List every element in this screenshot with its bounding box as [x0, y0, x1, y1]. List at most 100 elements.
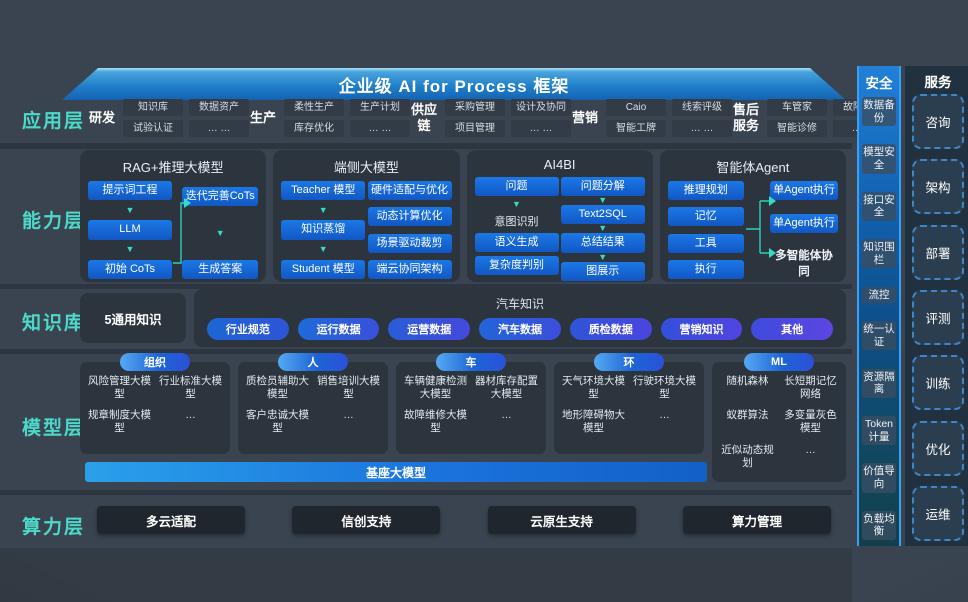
flow-box: 端云协同架构 — [367, 259, 452, 279]
model-group-ml: ML 随机森林 长短期记忆网络 蚁群算法 多变量灰色模型 近似动态规划 … — [712, 353, 846, 482]
model-group-pill: 车 — [436, 353, 506, 371]
flow-box: Student 模型 — [281, 259, 366, 279]
compute-item: 信创支持 — [292, 506, 441, 534]
app-chip: 采购管理 — [445, 99, 505, 116]
flow-box: 单Agent执行 — [770, 214, 838, 234]
app-group-label: 生产 — [249, 110, 276, 126]
framework-title-banner: 企业级 AI for Process 框架 — [62, 68, 846, 100]
service-item: 架构 — [912, 159, 964, 215]
model-item: 质检员辅助大模型 — [246, 375, 309, 401]
arrow-down-icon: ▼ — [598, 223, 608, 234]
service-item: 咨询 — [912, 94, 964, 149]
flow-box: 动态计算优化 — [367, 207, 452, 227]
ai4bi-pipeline: 问题分解 ▼ Text2SQL ▼ 总结结果 ▼ 图展示 — [560, 177, 645, 281]
app-chip: 柔性生产 — [284, 99, 344, 116]
knowledge-pill: 运营数据 — [388, 318, 471, 340]
arrow-down-icon: ▼ — [318, 244, 328, 255]
model-item: 行驶环境大模型 — [633, 375, 696, 401]
model-item: 蚁群算法 — [726, 409, 769, 422]
security-item: Token计量 — [862, 416, 896, 446]
app-chip: … … — [350, 120, 410, 137]
app-group-label: 营销 — [571, 110, 598, 126]
flow-box: 工具 — [667, 233, 744, 253]
model-group-pill: ML — [744, 353, 814, 371]
model-item: 天气环境大模型 — [562, 375, 625, 401]
flow-box: 问题分解 — [560, 177, 645, 197]
panel-rag: RAG+推理大模型 提示词工程 ▼ LLM ▼ 初始 CoTs 迭代完善CoTs… — [80, 150, 267, 282]
rag-flow-left: 提示词工程 ▼ LLM ▼ 初始 CoTs — [88, 181, 172, 279]
band-divider — [0, 284, 852, 289]
app-group-items: 柔性生产 生产计划 库存优化 … … — [284, 99, 410, 137]
model-group-vehicle: 车 车辆健康检测大模型 器材库存配置大模型 故障维修大模型 … — [396, 353, 546, 454]
service-item: 运维 — [912, 485, 964, 541]
arrow-down-icon: ▼ — [512, 199, 521, 210]
app-group-marketing: 营销 Caio 线索评级 智能工牌 … … — [571, 99, 732, 137]
app-group-supply-chain: 供应链 采购管理 设计及协同 项目管理 … … — [410, 99, 571, 137]
band-divider — [0, 490, 852, 495]
app-group-label: 售后服务 — [732, 102, 759, 133]
model-item: 长短期记忆网络 — [784, 375, 837, 401]
flow-box: 记忆 — [667, 207, 744, 227]
panel-edge-model: 端侧大模型 Teacher 模型 ▼ 知识蒸馏 ▼ Student 模型 硬件适… — [273, 150, 460, 282]
edge-feature-list: 硬件适配与优化 动态计算优化 场景驱动裁剪 端云协同架构 — [367, 181, 452, 279]
app-group-rd: 研发 知识库 数据资产 试验认证 … … — [88, 99, 249, 137]
app-chip: Caio — [606, 99, 666, 116]
knowledge-pill: 行业规范 — [207, 318, 289, 340]
model-item: 随机森林 — [726, 375, 769, 387]
security-item: 模型安全 — [862, 144, 896, 174]
panel-title: 智能体Agent — [716, 160, 790, 175]
panel-ai4bi: AI4BI 问题 ▼ 意图识别 语义生成 复杂度判别 问题分解 ▼ Text2S… — [466, 150, 653, 282]
model-item: … — [659, 409, 670, 422]
base-model-bar: 基座大模型 — [85, 462, 707, 482]
app-chip: 试验认证 — [123, 120, 183, 137]
edge-distill-flow: Teacher 模型 ▼ 知识蒸馏 ▼ Student 模型 — [281, 181, 366, 279]
compute-item: 多云适配 — [97, 506, 245, 534]
automotive-knowledge-panel: 汽车知识 行业规范 运行数据 运营数据 汽车数据 质检数据 营销知识 其他 — [194, 289, 846, 347]
model-group-organization: 组织 风险管理大模型 行业标准大模型 规章制度大模型 … — [80, 353, 230, 454]
knowledge-pill: 其他 — [751, 318, 834, 340]
agent-modules: 推理规划 记忆 工具 执行 — [667, 181, 744, 279]
security-item: 统一认证 — [862, 321, 896, 351]
security-item: 负载均衡 — [862, 510, 896, 540]
flow-box: 总结结果 — [560, 233, 645, 253]
application-layer: 研发 知识库 数据资产 试验认证 … … 生产 柔性生产 生产计划 库存优化 …… — [88, 94, 893, 142]
model-item: 规章制度大模型 — [88, 409, 151, 435]
flow-box: 推理规划 — [667, 181, 744, 201]
app-chip: 智能诊修 — [767, 120, 827, 137]
panel-title: AI4BI — [543, 157, 576, 172]
model-item: 风险管理大模型 — [88, 375, 151, 401]
agent-exec: 单Agent执行 单Agent执行 多智能体协同 — [770, 181, 838, 279]
multi-agent-caption: 多智能体协同 — [775, 250, 833, 278]
service-item: 评测 — [912, 289, 964, 345]
app-chip: … … — [672, 120, 732, 137]
flow-box: 场景驱动裁剪 — [367, 233, 452, 253]
flow-box: 知识蒸馏 — [281, 220, 366, 240]
flow-box: 单Agent执行 — [770, 181, 838, 201]
panel-title: 端侧大模型 — [333, 160, 399, 175]
layer-label-compute: 算力层 — [22, 517, 86, 538]
model-item: 器材库存配置大模型 — [475, 375, 538, 401]
app-group-label: 供应链 — [410, 102, 437, 133]
security-item: 流控 — [862, 286, 896, 304]
knowledge-pill: 运行数据 — [297, 318, 380, 340]
model-group-pill: 组织 — [120, 353, 190, 371]
app-group-label: 研发 — [88, 110, 115, 126]
bottom-margin — [0, 548, 852, 602]
model-item: 销售培训大模型 — [317, 375, 380, 401]
model-group-people: 人 质检员辅助大模型 销售培训大模型 客户忠诚大模型 … — [238, 353, 388, 454]
services-title: 服务 — [924, 75, 952, 90]
rag-flow-right: 迭代完善CoTs ▼ 生成答案 — [182, 181, 259, 279]
layer-label-model: 模型层 — [22, 418, 86, 439]
app-chip: 生产计划 — [350, 99, 410, 116]
security-title: 安全 — [865, 76, 893, 91]
flow-box: 生成答案 — [182, 259, 259, 279]
ai4bi-left-flow: 问题 ▼ 意图识别 语义生成 复杂度判别 — [474, 177, 559, 275]
flow-box: 复杂度判别 — [474, 255, 559, 275]
app-group-items: Caio 线索评级 智能工牌 … … — [606, 99, 732, 137]
model-item: 行业标准大模型 — [159, 375, 222, 401]
app-chip: … … — [511, 120, 571, 137]
model-group-pill: 环 — [594, 353, 664, 371]
arrow-down-icon: ▼ — [318, 204, 328, 215]
flow-box: 提示词工程 — [88, 181, 172, 201]
